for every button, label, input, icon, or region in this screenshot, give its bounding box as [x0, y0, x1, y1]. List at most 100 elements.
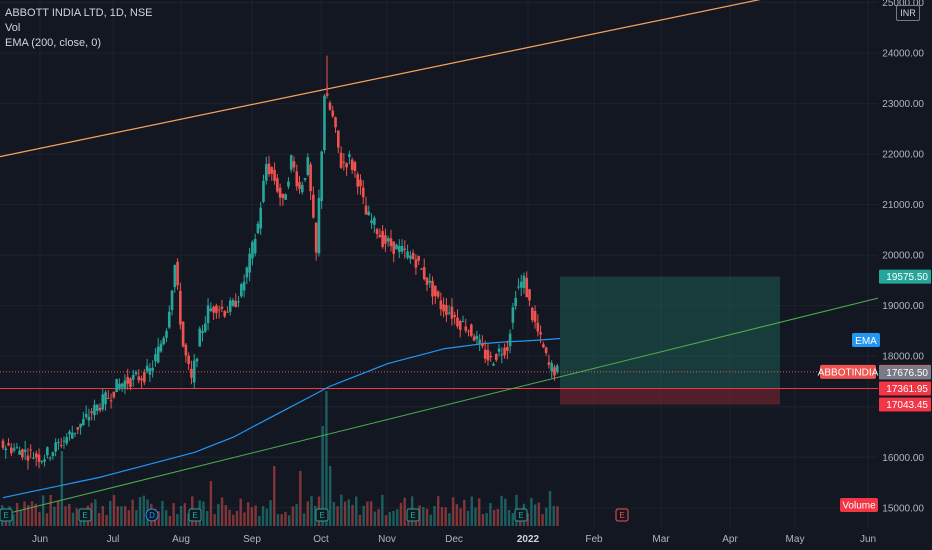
- candle-body: [165, 330, 168, 338]
- volume-bar: [504, 498, 507, 526]
- candle-body: [262, 180, 265, 202]
- volume-bar: [45, 513, 49, 526]
- volume-bar: [355, 496, 358, 526]
- time-tick-label: Oct: [313, 534, 329, 545]
- candle-body: [48, 457, 52, 459]
- candle-body: [131, 375, 135, 380]
- candle-body: [500, 354, 504, 356]
- candle-body: [76, 427, 80, 430]
- candle-body: [517, 286, 520, 288]
- stop-zone: [560, 388, 780, 405]
- currency-badge[interactable]: INR: [896, 5, 920, 21]
- candle-body: [201, 330, 204, 334]
- price-tag: EMA: [852, 333, 880, 348]
- event-marker[interactable]: E: [615, 508, 629, 522]
- volume-bar: [310, 496, 313, 526]
- event-marker[interactable]: E: [406, 508, 420, 522]
- price-tick-label: 21000.00: [882, 200, 924, 211]
- price-tag-box: [879, 365, 931, 380]
- candle-body: [445, 305, 448, 315]
- volume-bar: [176, 514, 179, 526]
- volume-bar: [101, 506, 105, 526]
- candle-body: [79, 423, 82, 428]
- volume-bar: [556, 506, 559, 526]
- earnings-marker-label: E: [192, 511, 197, 520]
- earnings-icon: [188, 508, 202, 522]
- symbol-title[interactable]: ABBOTT INDIA LTD, 1D, NSE: [5, 7, 153, 19]
- candle-body: [118, 383, 121, 390]
- volume-bar: [343, 501, 347, 526]
- volume-bar: [492, 509, 496, 526]
- candle-body: [519, 281, 523, 288]
- volume-indicator-label[interactable]: Vol: [5, 22, 21, 34]
- time-axis[interactable]: Jun Jul Aug Sep Oct Nov Dec 2022 Feb Mar Apr May Jun: [32, 534, 876, 545]
- candle-body: [12, 448, 16, 451]
- candle-body: [486, 349, 490, 361]
- earnings-icon: [78, 508, 92, 522]
- volume-bar: [530, 497, 533, 526]
- volume-bar: [123, 506, 127, 526]
- volume-bar: [205, 510, 209, 526]
- event-marker[interactable]: E: [315, 508, 329, 522]
- volume-bar: [71, 512, 75, 526]
- ema-indicator-label[interactable]: EMA (200, close, 0): [5, 37, 101, 49]
- volume-bar: [425, 508, 429, 526]
- candle-body: [203, 323, 207, 332]
- price-tag: 17043.45: [879, 397, 931, 412]
- candle-body: [273, 170, 276, 181]
- candle-body: [217, 309, 221, 311]
- candle-body: [228, 300, 232, 312]
- event-marker[interactable]: E: [188, 508, 202, 522]
- volume-bar: [429, 514, 432, 526]
- candle-body: [82, 418, 85, 426]
- lower-trendline: [0, 297, 879, 516]
- event-marker[interactable]: E: [514, 508, 528, 522]
- ema-200-line: [2, 337, 561, 499]
- volume-bar: [381, 494, 384, 526]
- volume-bar: [392, 510, 395, 526]
- volume-bar: [27, 505, 30, 526]
- candle-body: [478, 339, 481, 345]
- earnings-icon: [0, 508, 13, 522]
- volume-bar: [291, 506, 295, 526]
- candle-body: [420, 268, 423, 270]
- event-marker[interactable]: E: [0, 508, 13, 522]
- candle-body: [84, 413, 88, 418]
- volume-bar: [246, 502, 250, 526]
- candle-body: [530, 307, 534, 321]
- candle-body: [508, 333, 512, 347]
- candle-body: [209, 308, 213, 312]
- volume-tag: Volume: [840, 498, 878, 512]
- event-marker[interactable]: E: [78, 508, 92, 522]
- candle-body: [492, 363, 495, 366]
- candle-body: [184, 344, 188, 356]
- candle-body: [511, 307, 515, 323]
- price-tag-value: 19575.50: [886, 272, 928, 283]
- candle-body: [21, 449, 24, 458]
- volume-bar: [34, 503, 37, 526]
- candle-body: [406, 251, 409, 258]
- candle-body: [109, 400, 113, 402]
- price-tag-value: 17676.50: [886, 368, 928, 379]
- time-tick-label: Apr: [722, 534, 738, 545]
- candle-body: [107, 397, 110, 399]
- volume-bars: [1, 391, 559, 526]
- volume-bar: [377, 509, 380, 526]
- candle-body: [126, 376, 130, 384]
- candle-body: [170, 290, 174, 311]
- volume-bar: [53, 506, 56, 526]
- price-tag: 17676.50: [879, 365, 931, 380]
- event-marker[interactable]: D: [145, 508, 159, 522]
- earnings-marker-label: E: [82, 511, 87, 520]
- candle-body: [87, 416, 91, 421]
- position-zones[interactable]: [0, 276, 878, 405]
- candle-body: [95, 404, 99, 411]
- chart-grid: [0, 0, 878, 528]
- candle-body: [475, 335, 479, 340]
- volume-bar: [202, 501, 205, 526]
- candle-body: [237, 301, 240, 303]
- time-tick-label: 2022: [517, 534, 540, 545]
- trend-lines[interactable]: [0, 0, 879, 516]
